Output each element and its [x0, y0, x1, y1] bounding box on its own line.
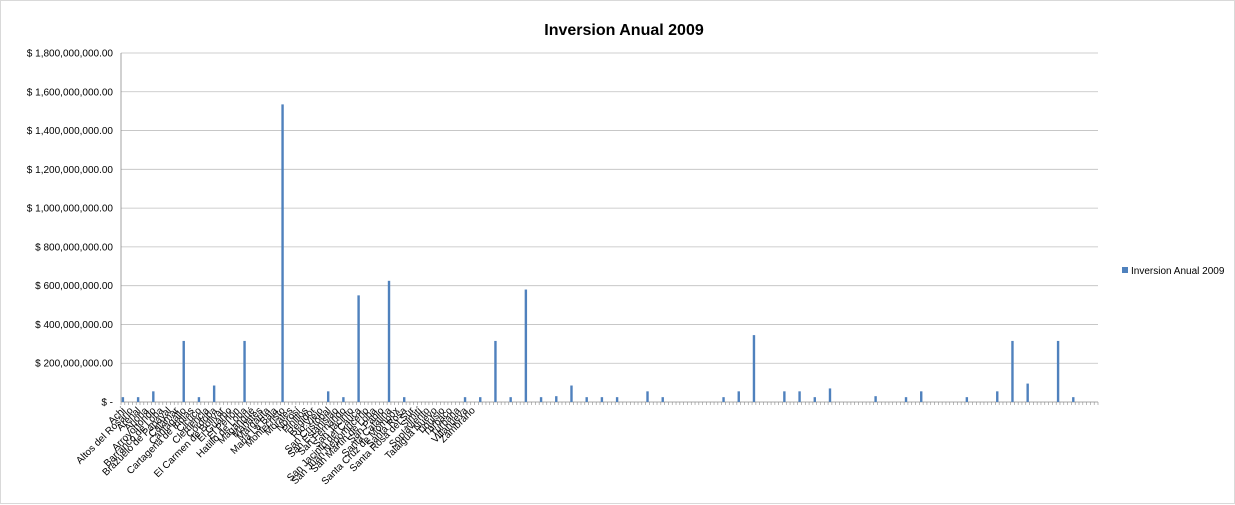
bar	[342, 397, 345, 402]
gridlines	[121, 52, 1098, 403]
bar	[1026, 383, 1029, 402]
y-tick-label: $ 1,400,000,000.00	[27, 126, 114, 137]
bar	[152, 391, 155, 402]
y-tick-label: $ 400,000,000.00	[35, 320, 113, 331]
y-tick-label: $ 1,000,000,000.00	[27, 204, 114, 215]
y-tick-label: $ 200,000,000.00	[35, 359, 113, 370]
bar	[737, 391, 740, 402]
bar	[121, 397, 125, 402]
bar	[212, 385, 216, 402]
y-tick-label: $ 600,000,000.00	[35, 281, 113, 292]
bar	[1011, 340, 1014, 402]
bar	[798, 391, 801, 402]
y-tick-label: $ 800,000,000.00	[35, 242, 113, 253]
bar	[281, 104, 284, 402]
bar	[722, 397, 725, 402]
bar	[136, 397, 140, 402]
bar	[1072, 397, 1075, 402]
bar	[326, 391, 330, 402]
bar	[646, 391, 649, 402]
bar	[920, 391, 923, 402]
bar	[600, 397, 604, 402]
y-axis-ticks: $ - $ 200,000,000.00 $ 400,000,000.00 $ 600…	[27, 49, 114, 409]
bar	[661, 397, 664, 402]
bar	[494, 340, 497, 402]
legend-swatch	[1122, 267, 1128, 273]
bar	[783, 391, 786, 402]
bar	[387, 280, 391, 402]
bar	[555, 396, 558, 402]
bar	[243, 340, 246, 402]
bar	[965, 397, 969, 402]
bar	[509, 397, 512, 402]
y-tick-label: $ 1,200,000,000.00	[27, 165, 114, 176]
bar	[585, 397, 588, 402]
axes	[120, 53, 1099, 405]
bar	[752, 335, 756, 402]
bar	[479, 397, 482, 402]
bar	[197, 397, 201, 402]
bar	[874, 396, 877, 402]
bar	[182, 340, 185, 402]
bar	[1056, 340, 1060, 402]
bar	[463, 397, 467, 402]
bar	[828, 388, 832, 402]
legend-label: Inversion Anual 2009	[1131, 266, 1225, 277]
y-tick-label: $ -	[101, 398, 113, 409]
bars	[121, 104, 1075, 402]
y-tick-label: $ 1,800,000,000.00	[27, 49, 114, 60]
bar	[357, 295, 360, 402]
bar	[524, 289, 528, 402]
legend: Inversion Anual 2009	[1122, 266, 1225, 277]
bar	[615, 397, 619, 402]
chart-title: Inversion Anual 2009	[544, 22, 704, 39]
bar	[996, 391, 999, 402]
bar	[539, 397, 543, 402]
bar	[403, 397, 406, 402]
bar	[904, 397, 908, 402]
bar	[570, 385, 573, 402]
bar	[813, 397, 816, 402]
y-tick-label: $ 1,600,000,000.00	[27, 87, 114, 98]
